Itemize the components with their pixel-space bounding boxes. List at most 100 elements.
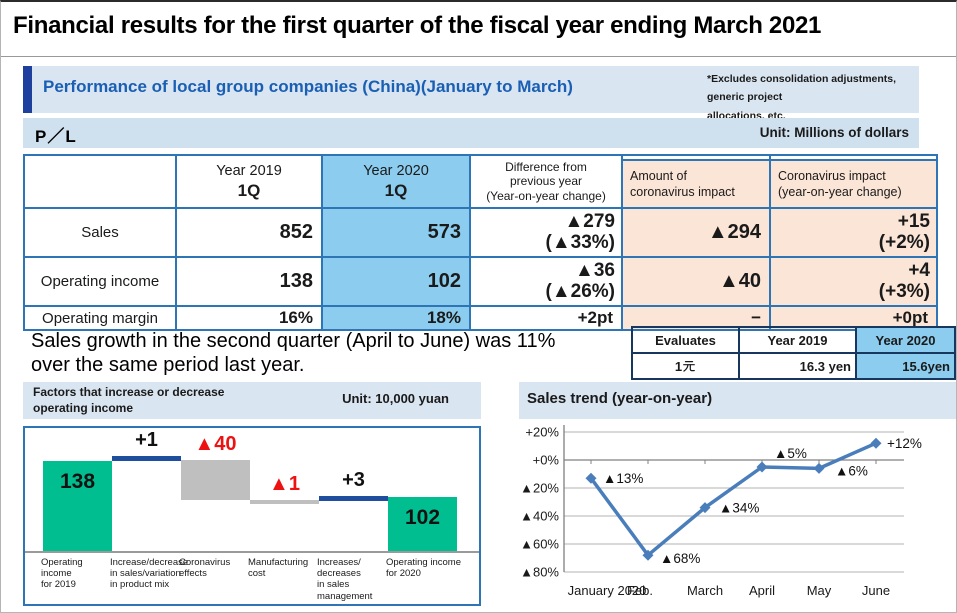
sales-covid-yoy: +15 (+2%) bbox=[769, 207, 938, 258]
yuan-character-icon bbox=[683, 360, 695, 372]
header-year-2019-line2: 1Q bbox=[237, 180, 261, 200]
table-row-operating-income: Operating income 138 102 ▲36 (▲26%) ▲40 … bbox=[23, 256, 938, 307]
header-covid-amount: Amount of coronavirus impact bbox=[621, 154, 771, 209]
waterfall-bar-value: 102 bbox=[404, 506, 441, 529]
waterfall-bar-3 bbox=[250, 500, 319, 504]
point-label-1: ▲68% bbox=[660, 551, 700, 566]
fx-rate-2019: 16.3 yen bbox=[738, 352, 857, 380]
y-tick-label-3: ▲40% bbox=[520, 509, 559, 524]
header-year-2020-line1: Year 2020 bbox=[363, 162, 429, 179]
fx-rate-2020: 15.6yen bbox=[855, 352, 956, 380]
waterfall-category-2: Coronavirus effects bbox=[179, 557, 231, 580]
header-year-2019-line1: Year 2019 bbox=[216, 162, 282, 179]
op-margin-diff: +2pt bbox=[469, 305, 623, 331]
header-year-2020: Year 2020 1Q bbox=[321, 154, 471, 209]
waterfall-category-1: Increase/decrease in sales/variation in … bbox=[110, 557, 189, 591]
sales-covid: ▲294 bbox=[621, 207, 771, 258]
y-tick-label-5: ▲80% bbox=[520, 565, 559, 580]
row-label-operating-income: Operating income bbox=[23, 256, 177, 307]
point-label-0: ▲13% bbox=[603, 471, 643, 486]
sales-diff: ▲279 (▲33%) bbox=[469, 207, 623, 258]
fx-value-row: 1 16.3 yen 15.6yen bbox=[631, 352, 956, 380]
data-point-marker-1 bbox=[642, 549, 654, 561]
waterfall-bar-4 bbox=[319, 496, 388, 501]
pl-table-header-row: Year 2019 1Q Year 2020 1Q Difference fro… bbox=[23, 154, 938, 209]
waterfall-delta-label: ▲40 bbox=[194, 433, 237, 455]
point-label-4: ▲6% bbox=[835, 463, 868, 478]
header-covid-yoy: Coronavirus impact (year-on-year change) bbox=[769, 154, 938, 209]
pl-section-bar: P／L Unit: Millions of dollars bbox=[23, 118, 919, 148]
data-point-marker-4 bbox=[813, 462, 825, 474]
exchange-rate-table: Evaluates Year 2019 Year 2020 1 16.3 yen… bbox=[631, 326, 956, 380]
point-label-2: ▲34% bbox=[719, 501, 759, 516]
waterfall-category-0: Operating income for 2019 bbox=[41, 557, 83, 591]
op-margin-2020: 18% bbox=[321, 305, 471, 331]
op-income-covid: ▲40 bbox=[621, 256, 771, 307]
sales-growth-note: Sales growth in the second quarter (Apri… bbox=[31, 330, 556, 377]
trend-chart-title: Sales trend (year-on-year) bbox=[527, 390, 713, 407]
waterfall-bar-value: 138 bbox=[59, 470, 96, 493]
pl-label: P／L bbox=[35, 127, 77, 146]
title-divider bbox=[1, 56, 956, 57]
section-heading: Performance of local group companies (Ch… bbox=[43, 77, 573, 96]
x-axis-label-0: January 2020 bbox=[568, 583, 647, 598]
section-header-bar: Performance of local group companies (Ch… bbox=[23, 66, 919, 122]
header-year-2020-line2: 1Q bbox=[384, 180, 408, 200]
header-difference: Difference from previous year (Year-on-y… bbox=[469, 154, 623, 209]
trend-line bbox=[589, 441, 877, 557]
data-point-marker-3 bbox=[756, 461, 768, 473]
waterfall-delta-label: ▲1 bbox=[269, 473, 300, 495]
fx-yuan-cell: 1 bbox=[631, 352, 740, 380]
waterfall-bar-0: 138 bbox=[43, 461, 112, 551]
waterfall-header-bar: Factors that increase or decrease operat… bbox=[23, 382, 481, 419]
waterfall-category-3: Manufacturing cost bbox=[248, 557, 309, 580]
data-point-marker-2 bbox=[699, 502, 711, 514]
pl-unit-label: Unit: Millions of dollars bbox=[759, 125, 909, 140]
waterfall-bar-5: 102 bbox=[388, 497, 457, 551]
point-label-5: +12% bbox=[887, 436, 922, 451]
waterfall-bar-2 bbox=[181, 460, 250, 500]
op-income-2020: 102 bbox=[321, 256, 471, 307]
waterfall-title: Factors that increase or decrease operat… bbox=[33, 385, 225, 415]
data-point-marker-0 bbox=[585, 472, 597, 484]
waterfall-category-labels: Operating income for 2019 Increase/decrea… bbox=[25, 557, 479, 605]
x-axis-label-5: June bbox=[862, 583, 890, 598]
waterfall-delta-label: +3 bbox=[342, 469, 365, 491]
page-title: Financial results for the first quarter … bbox=[13, 12, 822, 39]
x-axis-label-2: March bbox=[687, 583, 723, 598]
trend-header-bar: Sales trend (year-on-year) bbox=[519, 382, 956, 419]
sales-2019: 852 bbox=[175, 207, 323, 258]
y-tick-label-1: +0% bbox=[533, 453, 560, 468]
table-row-sales: Sales 852 573 ▲279 (▲33%) ▲294 +15 (+2%) bbox=[23, 207, 938, 258]
fx-header-evaluates: Evaluates bbox=[631, 326, 740, 354]
x-axis-label-4: May bbox=[807, 583, 832, 598]
x-axis-label-1: Feb. bbox=[627, 583, 653, 598]
fx-header-2019: Year 2019 bbox=[738, 326, 857, 354]
op-income-covid-yoy: +4 (+3%) bbox=[769, 256, 938, 307]
op-income-2019: 138 bbox=[175, 256, 323, 307]
op-margin-2019: 16% bbox=[175, 305, 323, 331]
fx-header-2020: Year 2020 bbox=[855, 326, 956, 354]
point-label-3: ▲5% bbox=[774, 446, 807, 461]
y-tick-label-4: ▲60% bbox=[520, 537, 559, 552]
waterfall-chart: 138 +1 ▲40 ▲1 +3 102 Operating income for 201… bbox=[23, 426, 481, 606]
op-income-diff: ▲36 (▲26%) bbox=[469, 256, 623, 307]
y-tick-label-0: +20% bbox=[525, 425, 559, 440]
sales-2020: 573 bbox=[321, 207, 471, 258]
x-axis-label-3: April bbox=[749, 583, 775, 598]
waterfall-unit-label: Unit: 10,000 yuan bbox=[342, 391, 449, 406]
waterfall-category-4: Increases/ decreases in sales management bbox=[317, 557, 373, 602]
waterfall-delta-label: +1 bbox=[135, 429, 158, 451]
data-point-marker-5 bbox=[870, 437, 882, 449]
pl-table: Year 2019 1Q Year 2020 1Q Difference fro… bbox=[23, 154, 938, 331]
header-year-2019: Year 2019 1Q bbox=[175, 154, 323, 209]
fx-header-row: Evaluates Year 2019 Year 2020 bbox=[631, 326, 956, 354]
y-tick-label-2: ▲20% bbox=[520, 481, 559, 496]
corner-cell bbox=[23, 154, 177, 209]
section-accent-bar bbox=[23, 66, 32, 113]
waterfall-bar-1 bbox=[112, 456, 181, 461]
waterfall-plot-area: 138 +1 ▲40 ▲1 +3 102 bbox=[25, 428, 479, 553]
row-label-sales: Sales bbox=[23, 207, 177, 258]
waterfall-category-5: Operating income for 2020 bbox=[386, 557, 461, 580]
